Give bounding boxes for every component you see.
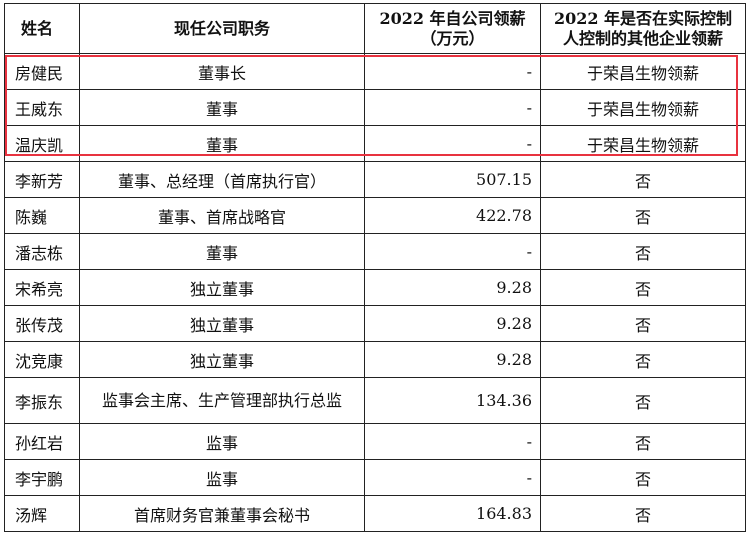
header-name: 姓名 xyxy=(4,3,80,54)
cell-other-company: 否 xyxy=(540,459,746,496)
cell-title: 董事长 xyxy=(79,53,365,90)
cell-salary: 422.78 xyxy=(364,197,541,234)
cell-other-company: 否 xyxy=(540,269,746,306)
cell-name: 李宇鹏 xyxy=(4,459,80,496)
cell-other-company: 于荣昌生物领薪 xyxy=(540,125,746,162)
cell-other-company: 否 xyxy=(540,423,746,460)
cell-salary: - xyxy=(364,423,541,460)
cell-other-company: 否 xyxy=(540,233,746,270)
cell-other-company: 否 xyxy=(540,377,746,424)
table-row: 王威东 董事 - 于荣昌生物领薪 xyxy=(4,89,746,126)
cell-name: 宋希亮 xyxy=(4,269,80,306)
cell-title: 董事 xyxy=(79,89,365,126)
cell-name: 李新芳 xyxy=(4,161,80,198)
cell-salary: - xyxy=(364,459,541,496)
table-row: 孙红岩 监事 - 否 xyxy=(4,423,746,460)
header-salary: 2022 年自公司领薪 （万元） xyxy=(364,3,541,54)
cell-name: 李振东 xyxy=(4,377,80,424)
table-row: 汤辉 首席财务官兼董事会秘书 164.83 否 xyxy=(4,495,746,532)
cell-name: 沈竞康 xyxy=(4,341,80,378)
cell-salary: - xyxy=(364,89,541,126)
cell-salary: 134.36 xyxy=(364,377,541,424)
cell-title: 独立董事 xyxy=(79,341,365,378)
cell-salary: - xyxy=(364,53,541,90)
table-row: 潘志栋 董事 - 否 xyxy=(4,233,746,270)
cell-title: 独立董事 xyxy=(79,269,365,306)
cell-title: 首席财务官兼董事会秘书 xyxy=(79,495,365,532)
cell-name: 温庆凯 xyxy=(4,125,80,162)
header-other-company: 2022 年是否在实际控制 人控制的其他企业领薪 xyxy=(540,3,746,54)
cell-title: 独立董事 xyxy=(79,305,365,342)
cell-other-company: 否 xyxy=(540,161,746,198)
cell-salary: 164.83 xyxy=(364,495,541,532)
table-row: 陈巍 董事、首席战略官 422.78 否 xyxy=(4,197,746,234)
cell-title: 董事 xyxy=(79,233,365,270)
table-row: 李新芳 董事、总经理（首席执行官） 507.15 否 xyxy=(4,161,746,198)
cell-name: 陈巍 xyxy=(4,197,80,234)
cell-other-company: 于荣昌生物领薪 xyxy=(540,53,746,90)
cell-title: 监事 xyxy=(79,459,365,496)
cell-title: 董事 xyxy=(79,125,365,162)
header-title: 现任公司职务 xyxy=(79,3,365,54)
cell-name: 潘志栋 xyxy=(4,233,80,270)
cell-salary: - xyxy=(364,233,541,270)
cell-salary: 507.15 xyxy=(364,161,541,198)
cell-name: 张传茂 xyxy=(4,305,80,342)
table-row: 沈竞康 独立董事 9.28 否 xyxy=(4,341,746,378)
table-row: 房健民 董事长 - 于荣昌生物领薪 xyxy=(4,53,746,90)
cell-name: 房健民 xyxy=(4,53,80,90)
cell-other-company: 否 xyxy=(540,197,746,234)
cell-other-company: 否 xyxy=(540,305,746,342)
compensation-table: 姓名 现任公司职务 2022 年自公司领薪 （万元） 2022 年是否在实际控制… xyxy=(4,3,746,532)
cell-salary: 9.28 xyxy=(364,341,541,378)
cell-name: 王威东 xyxy=(4,89,80,126)
cell-title: 董事、首席战略官 xyxy=(79,197,365,234)
table-row: 李宇鹏 监事 - 否 xyxy=(4,459,746,496)
table-row: 宋希亮 独立董事 9.28 否 xyxy=(4,269,746,306)
cell-title: 董事、总经理（首席执行官） xyxy=(79,161,365,198)
cell-other-company: 否 xyxy=(540,495,746,532)
cell-other-company: 否 xyxy=(540,341,746,378)
table-row: 温庆凯 董事 - 于荣昌生物领薪 xyxy=(4,125,746,162)
cell-name: 汤辉 xyxy=(4,495,80,532)
cell-title: 监事 xyxy=(79,423,365,460)
cell-salary: 9.28 xyxy=(364,269,541,306)
cell-salary: 9.28 xyxy=(364,305,541,342)
table-row: 张传茂 独立董事 9.28 否 xyxy=(4,305,746,342)
cell-title: 监事会主席、生产管理部执行总监 xyxy=(79,377,365,424)
table-row: 李振东 监事会主席、生产管理部执行总监 134.36 否 xyxy=(4,377,746,424)
header-row: 姓名 现任公司职务 2022 年自公司领薪 （万元） 2022 年是否在实际控制… xyxy=(4,3,746,54)
cell-salary: - xyxy=(364,125,541,162)
cell-other-company: 于荣昌生物领薪 xyxy=(540,89,746,126)
cell-name: 孙红岩 xyxy=(4,423,80,460)
